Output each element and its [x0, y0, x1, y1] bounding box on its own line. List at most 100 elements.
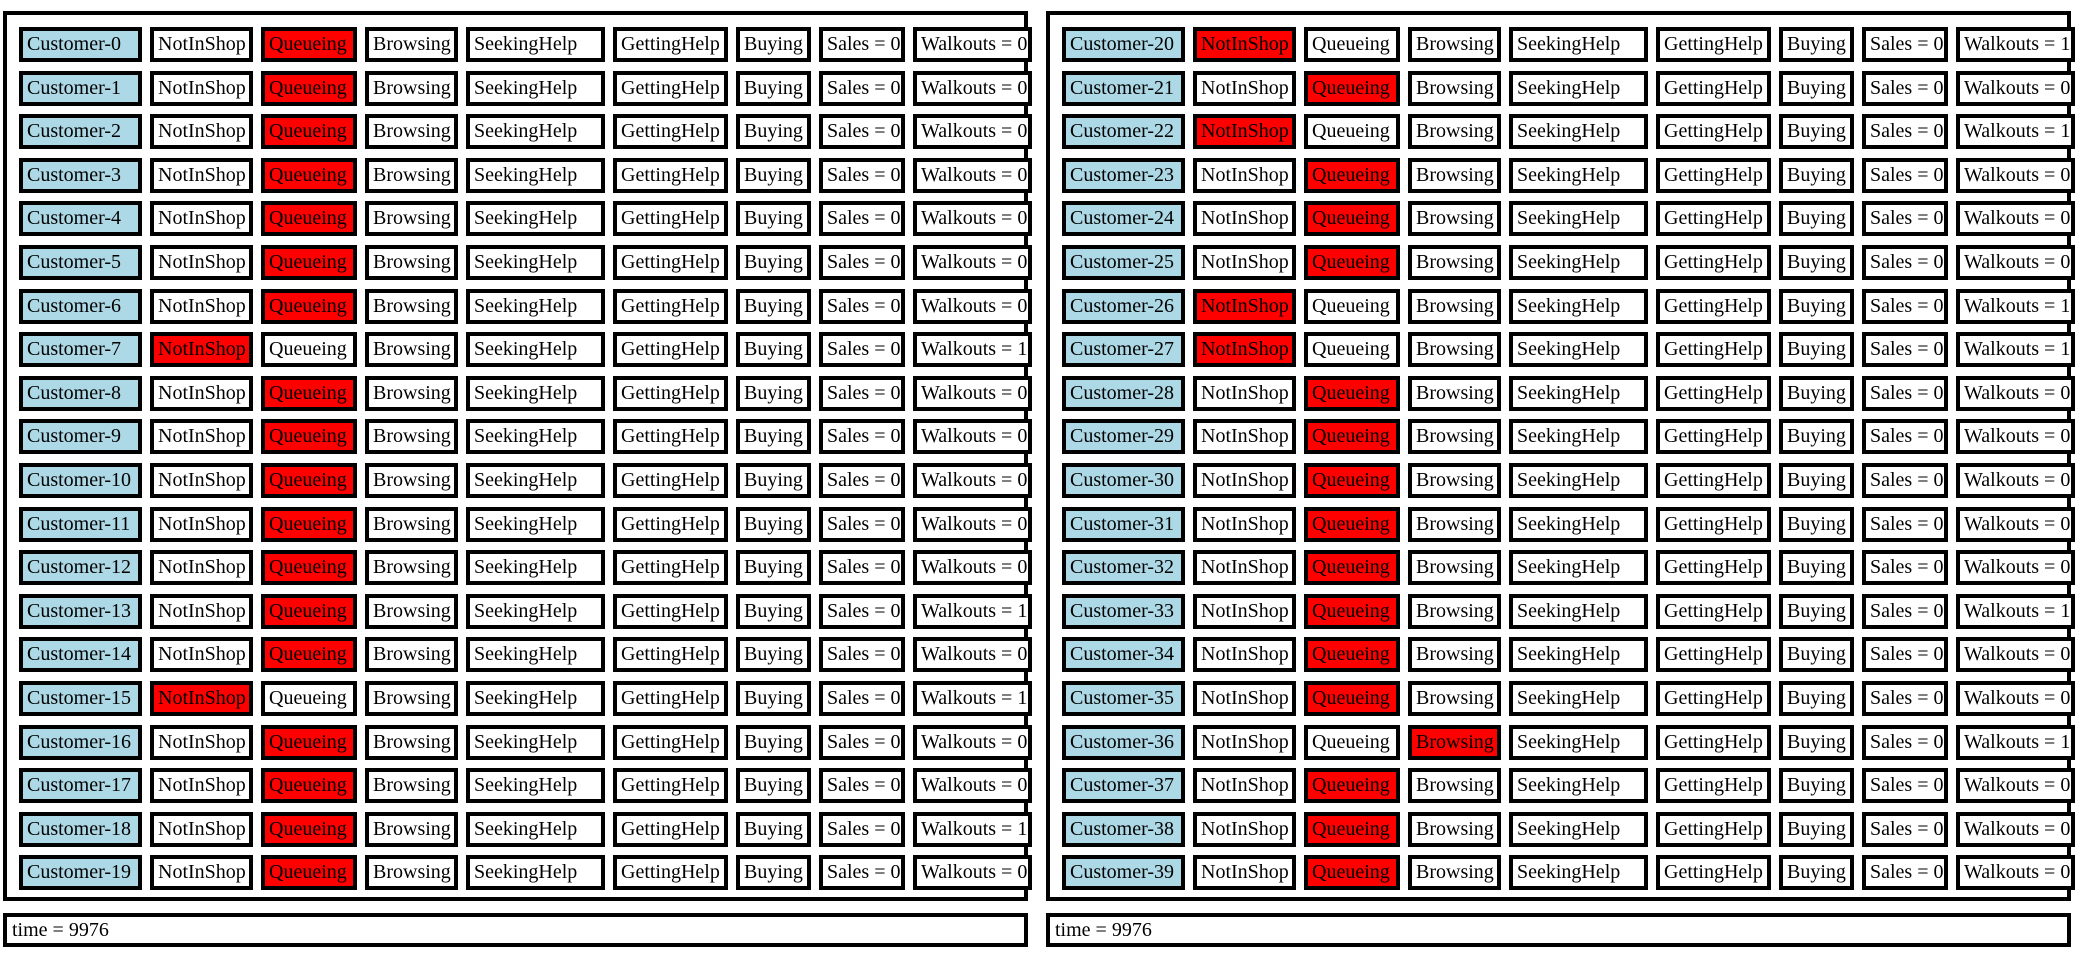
customer-name: Customer-26	[1062, 288, 1185, 324]
state-buying: Buying	[1779, 637, 1854, 673]
customer-row: Customer-35 NotInShop Queueing Browsing Seek…	[1062, 680, 2075, 716]
state-buying: Buying	[736, 419, 811, 455]
state-queueing: Queueing	[261, 70, 357, 106]
sales-count: Sales = 0	[819, 637, 905, 673]
state-browsing: Browsing	[365, 506, 458, 542]
state-seeking-help: SeekingHelp	[1509, 550, 1648, 586]
customer-row: Customer-39 NotInShop Queueing Browsing Seek…	[1062, 855, 2075, 891]
walkouts-count: Walkouts = 0	[1956, 811, 2075, 847]
state-buying: Buying	[1779, 593, 1854, 629]
state-queueing: Queueing	[261, 680, 357, 716]
state-not-in-shop: NotInShop	[1193, 724, 1296, 760]
sales-count: Sales = 0	[1862, 70, 1948, 106]
state-buying: Buying	[1779, 27, 1854, 62]
sales-count: Sales = 0	[1862, 114, 1948, 150]
state-seeking-help: SeekingHelp	[466, 419, 605, 455]
state-getting-help: GettingHelp	[1656, 157, 1771, 193]
customer-name: Customer-25	[1062, 244, 1185, 280]
state-getting-help: GettingHelp	[1656, 724, 1771, 760]
state-not-in-shop: NotInShop	[150, 375, 253, 411]
customer-row: Customer-37 NotInShop Queueing Browsing Seek…	[1062, 768, 2075, 804]
state-browsing: Browsing	[1408, 724, 1501, 760]
state-buying: Buying	[1779, 70, 1854, 106]
state-browsing: Browsing	[1408, 768, 1501, 804]
walkouts-count: Walkouts = 0	[913, 27, 1032, 62]
state-not-in-shop: NotInShop	[1193, 27, 1296, 62]
state-queueing: Queueing	[1304, 201, 1400, 237]
state-not-in-shop: NotInShop	[150, 462, 253, 498]
customer-name: Customer-8	[19, 375, 142, 411]
state-seeking-help: SeekingHelp	[466, 201, 605, 237]
customer-name: Customer-22	[1062, 114, 1185, 150]
walkouts-count: Walkouts = 0	[1956, 244, 2075, 280]
state-buying: Buying	[1779, 768, 1854, 804]
customer-name: Customer-33	[1062, 593, 1185, 629]
state-seeking-help: SeekingHelp	[1509, 680, 1648, 716]
state-queueing: Queueing	[261, 550, 357, 586]
state-buying: Buying	[1779, 724, 1854, 760]
customer-row: Customer-36 NotInShop Queueing Browsing Seek…	[1062, 724, 2075, 760]
sales-count: Sales = 0	[819, 201, 905, 237]
state-getting-help: GettingHelp	[613, 593, 728, 629]
customer-name: Customer-3	[19, 157, 142, 193]
state-buying: Buying	[1779, 550, 1854, 586]
sales-count: Sales = 0	[819, 462, 905, 498]
walkouts-count: Walkouts = 0	[913, 244, 1032, 280]
state-seeking-help: SeekingHelp	[466, 244, 605, 280]
sales-count: Sales = 0	[1862, 855, 1948, 891]
state-queueing: Queueing	[261, 375, 357, 411]
state-seeking-help: SeekingHelp	[466, 768, 605, 804]
customer-row: Customer-30 NotInShop Queueing Browsing Seek…	[1062, 462, 2075, 498]
state-buying: Buying	[1779, 462, 1854, 498]
state-not-in-shop: NotInShop	[150, 114, 253, 150]
state-not-in-shop: NotInShop	[1193, 637, 1296, 673]
sales-count: Sales = 0	[1862, 680, 1948, 716]
customer-name: Customer-37	[1062, 768, 1185, 804]
state-browsing: Browsing	[365, 332, 458, 368]
customer-name: Customer-14	[19, 637, 142, 673]
state-seeking-help: SeekingHelp	[1509, 593, 1648, 629]
customer-name: Customer-23	[1062, 157, 1185, 193]
state-buying: Buying	[1779, 244, 1854, 280]
state-queueing: Queueing	[261, 157, 357, 193]
sales-count: Sales = 0	[819, 114, 905, 150]
state-queueing: Queueing	[1304, 70, 1400, 106]
customer-panel-right: Customer-20 NotInShop Queueing Browsing Seek…	[1046, 11, 2075, 901]
state-getting-help: GettingHelp	[613, 332, 728, 368]
walkouts-count: Walkouts = 0	[913, 70, 1032, 106]
walkouts-count: Walkouts = 1	[1956, 27, 2075, 62]
sales-count: Sales = 0	[1862, 506, 1948, 542]
state-not-in-shop: NotInShop	[150, 811, 253, 847]
customer-name: Customer-35	[1062, 680, 1185, 716]
state-not-in-shop: NotInShop	[150, 244, 253, 280]
state-queueing: Queueing	[261, 201, 357, 237]
state-queueing: Queueing	[261, 332, 357, 368]
state-queueing: Queueing	[1304, 637, 1400, 673]
customer-row: Customer-0 NotInShop Queueing Browsing Seeki…	[19, 27, 1032, 62]
walkouts-count: Walkouts = 0	[913, 419, 1032, 455]
state-queueing: Queueing	[1304, 768, 1400, 804]
state-not-in-shop: NotInShop	[1193, 550, 1296, 586]
state-queueing: Queueing	[1304, 244, 1400, 280]
state-seeking-help: SeekingHelp	[466, 375, 605, 411]
walkouts-count: Walkouts = 0	[1956, 462, 2075, 498]
state-getting-help: GettingHelp	[613, 288, 728, 324]
state-not-in-shop: NotInShop	[1193, 70, 1296, 106]
walkouts-count: Walkouts = 0	[913, 288, 1032, 324]
state-buying: Buying	[1779, 332, 1854, 368]
state-seeking-help: SeekingHelp	[1509, 27, 1648, 62]
state-getting-help: GettingHelp	[613, 244, 728, 280]
customer-row: Customer-3 NotInShop Queueing Browsing Seeki…	[19, 157, 1032, 193]
state-buying: Buying	[736, 375, 811, 411]
state-not-in-shop: NotInShop	[150, 27, 253, 62]
state-seeking-help: SeekingHelp	[466, 27, 605, 62]
state-buying: Buying	[736, 550, 811, 586]
state-browsing: Browsing	[365, 114, 458, 150]
state-seeking-help: SeekingHelp	[466, 288, 605, 324]
customer-name: Customer-9	[19, 419, 142, 455]
state-browsing: Browsing	[1408, 114, 1501, 150]
customer-name: Customer-11	[19, 506, 142, 542]
state-getting-help: GettingHelp	[1656, 244, 1771, 280]
state-seeking-help: SeekingHelp	[466, 506, 605, 542]
customer-name: Customer-16	[19, 724, 142, 760]
